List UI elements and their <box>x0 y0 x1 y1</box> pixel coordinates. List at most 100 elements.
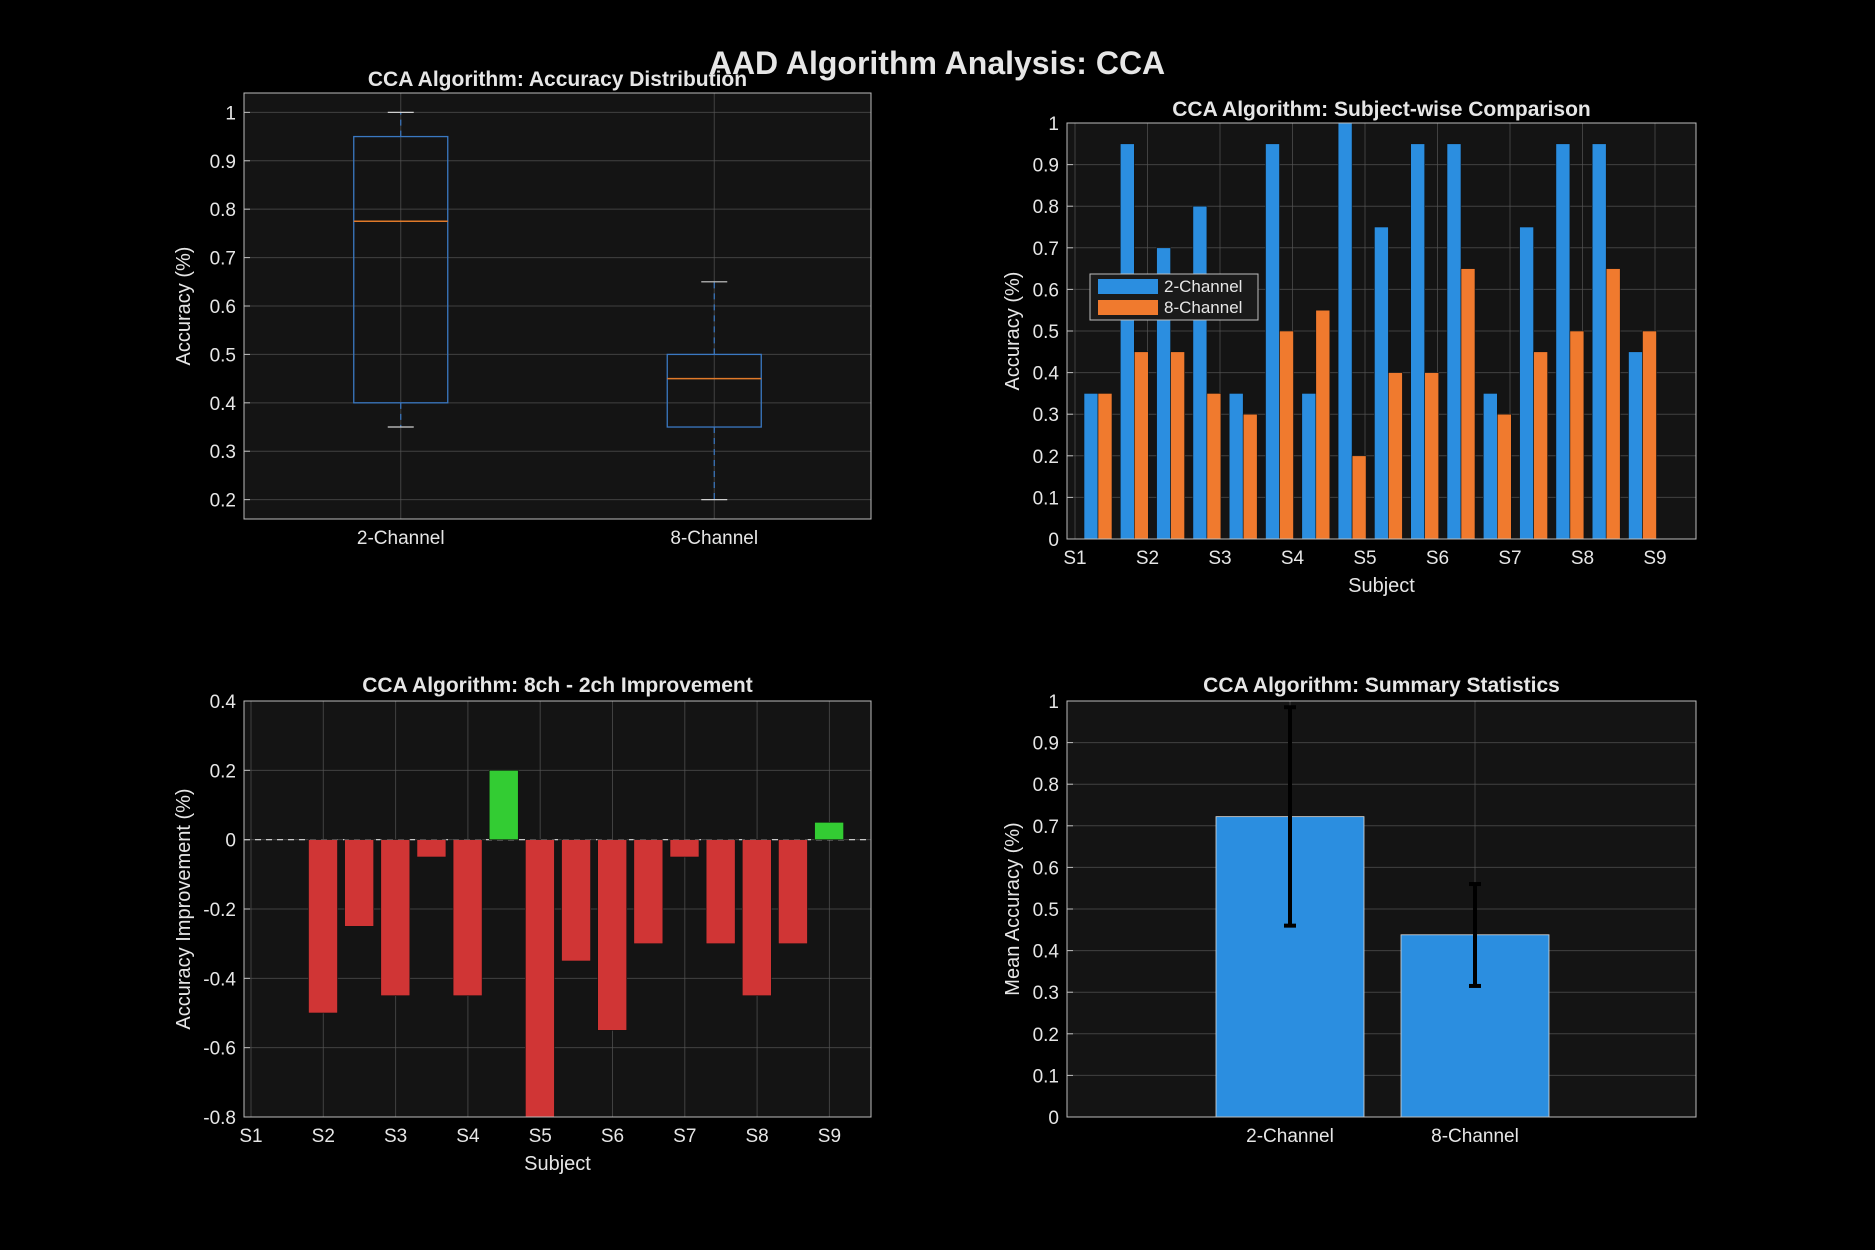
bar-8-channel <box>1497 413 1512 540</box>
summary-tick-labels: 0 0.1 0.2 0.3 0.4 0.5 0.6 0.7 0.8 0.9 1 2-Channel 8-… <box>1033 692 1519 1147</box>
improvement-bar-positive <box>488 770 519 840</box>
y-tick-label: -0.8 <box>203 1108 236 1129</box>
boxplot-y-axis-label: Accuracy (%) <box>173 247 195 366</box>
subject-comparison-x-axis-label: Subject <box>1348 575 1415 597</box>
bar-2-channel <box>1483 393 1498 540</box>
boxplot-title: CCA Algorithm: Accuracy Distribution <box>368 68 747 91</box>
bar-2-channel <box>1628 351 1643 540</box>
improvement-bar-negative <box>308 839 338 1014</box>
bar-8-channel <box>1642 330 1657 540</box>
x-tick-label: S3 <box>1208 548 1231 569</box>
improvement-bar-negative <box>741 839 772 996</box>
y-tick-label: 0.5 <box>210 345 236 366</box>
x-tick-label: S6 <box>601 1126 624 1147</box>
summary-y-axis-label: Mean Accuracy (%) <box>1002 822 1024 995</box>
y-tick-label: 0.9 <box>210 152 236 173</box>
bar-8-channel <box>1351 455 1367 540</box>
x-tick-label: 2-Channel <box>357 528 445 549</box>
improvement-bar-negative <box>525 839 555 1118</box>
bar-8-channel <box>1388 372 1403 540</box>
y-tick-label: 0.6 <box>1033 280 1059 301</box>
figure-title: AAD Algorithm Analysis: CCA <box>709 45 1165 81</box>
y-tick-label: 0 <box>225 831 236 852</box>
bar-8-channel <box>1134 351 1149 540</box>
subject-comparison-marks <box>1083 122 1657 540</box>
x-tick-label: S5 <box>529 1126 552 1147</box>
x-tick-label: S1 <box>239 1126 262 1147</box>
box-iqr <box>666 353 762 428</box>
improvement-bar-negative <box>380 839 411 996</box>
x-tick-label: 2-Channel <box>1246 1126 1334 1147</box>
x-tick-label: S4 <box>1281 548 1305 569</box>
y-tick-label: 0.2 <box>210 761 236 782</box>
y-tick-label: 0.9 <box>1033 734 1059 755</box>
x-tick-label: S6 <box>1426 548 1449 569</box>
bar-8-channel <box>1315 309 1331 540</box>
y-tick-label: 0.8 <box>1033 775 1059 796</box>
x-tick-label: S3 <box>384 1126 407 1147</box>
y-tick-label: -0.2 <box>203 900 236 921</box>
bar-8-channel <box>1424 372 1439 540</box>
bar-8-channel <box>1605 268 1621 540</box>
bar-8-channel <box>1533 351 1548 540</box>
legend-label-2-channel: 2-Channel <box>1164 277 1242 296</box>
bar-2-channel <box>1410 143 1425 540</box>
y-tick-label: 0.1 <box>1033 1066 1059 1087</box>
bar-2-channel <box>1120 143 1135 540</box>
bar-8-channel <box>1569 330 1585 540</box>
x-tick-label: S4 <box>456 1126 480 1147</box>
improvement-bar-negative <box>633 839 664 944</box>
y-tick-label: 0.4 <box>1033 364 1060 385</box>
summary-axes: 0 0.1 0.2 0.3 0.4 0.5 0.6 0.7 0.8 0.9 1 2-Channel 8-… <box>1002 674 1697 1147</box>
y-tick-label: -0.6 <box>203 1039 236 1060</box>
bar-2-channel <box>1301 393 1317 540</box>
legend-swatch-2-channel <box>1098 279 1158 294</box>
subject-comparison-axes: 0 0.1 0.2 0.3 0.4 0.5 0.6 0.7 0.8 0.9 1 S1 S2 S3 S4 S5 S… <box>1002 98 1697 597</box>
x-tick-label: S5 <box>1353 548 1376 569</box>
x-tick-label: S2 <box>312 1126 335 1147</box>
bar-2-channel <box>1519 226 1534 540</box>
y-tick-label: 0.8 <box>210 200 236 221</box>
bar-8-channel <box>1460 268 1476 540</box>
bar-2-channel <box>1228 393 1244 540</box>
boxplot-marks <box>353 111 762 501</box>
x-tick-label: S7 <box>673 1126 696 1147</box>
x-tick-label: 8-Channel <box>1431 1126 1519 1147</box>
x-tick-label: S9 <box>818 1126 841 1147</box>
y-tick-label: 0.2 <box>210 491 236 512</box>
bar-8-channel <box>1097 393 1113 540</box>
y-tick-label: 0.7 <box>210 249 236 270</box>
y-tick-label: 0.3 <box>1033 983 1059 1004</box>
subject-comparison-y-axis-label: Accuracy (%) <box>1002 272 1024 391</box>
improvement-bar-negative <box>669 839 700 858</box>
improvement-bar-negative <box>597 839 628 1031</box>
improvement-tick-labels: -0.8 -0.6 -0.4 -0.2 0 0.2 0.4 S1 S2 S3 S4 S5 S6 S7 S8 S… <box>203 692 841 1147</box>
improvement-axes: -0.8 -0.6 -0.4 -0.2 0 0.2 0.4 S1 S2 S3 S4 S5 S6 S7 S8 S… <box>173 674 872 1175</box>
improvement-bar-negative <box>452 839 483 996</box>
y-tick-label: 0.5 <box>1033 322 1059 343</box>
bar-2-channel <box>1337 122 1353 540</box>
y-tick-label: 1 <box>1048 692 1059 713</box>
y-tick-label: 0.4 <box>1033 942 1060 963</box>
y-tick-label: 1 <box>225 103 236 124</box>
bar-2-channel <box>1265 143 1280 540</box>
y-tick-label: 0.6 <box>1033 858 1059 879</box>
y-tick-label: 0.4 <box>210 394 237 415</box>
bar-2-channel <box>1446 143 1462 540</box>
box-iqr <box>353 135 449 404</box>
y-tick-label: 0.2 <box>1033 1025 1059 1046</box>
bar-2-channel <box>1374 226 1389 540</box>
bar-2-channel <box>1083 393 1099 540</box>
y-tick-label: 0 <box>1048 1108 1059 1129</box>
y-tick-label: 0.2 <box>1033 447 1059 468</box>
improvement-bar-negative <box>344 839 374 927</box>
subject-comparison-title: CCA Algorithm: Subject-wise Comparison <box>1172 98 1590 121</box>
x-tick-label: S9 <box>1643 548 1666 569</box>
improvement-bar-negative <box>416 839 447 858</box>
improvement-bar-negative <box>561 839 591 962</box>
improvement-x-axis-label: Subject <box>524 1153 591 1175</box>
improvement-bar-negative <box>705 839 736 944</box>
y-tick-label: 0 <box>1048 530 1059 551</box>
improvement-bar-positive <box>814 822 844 840</box>
